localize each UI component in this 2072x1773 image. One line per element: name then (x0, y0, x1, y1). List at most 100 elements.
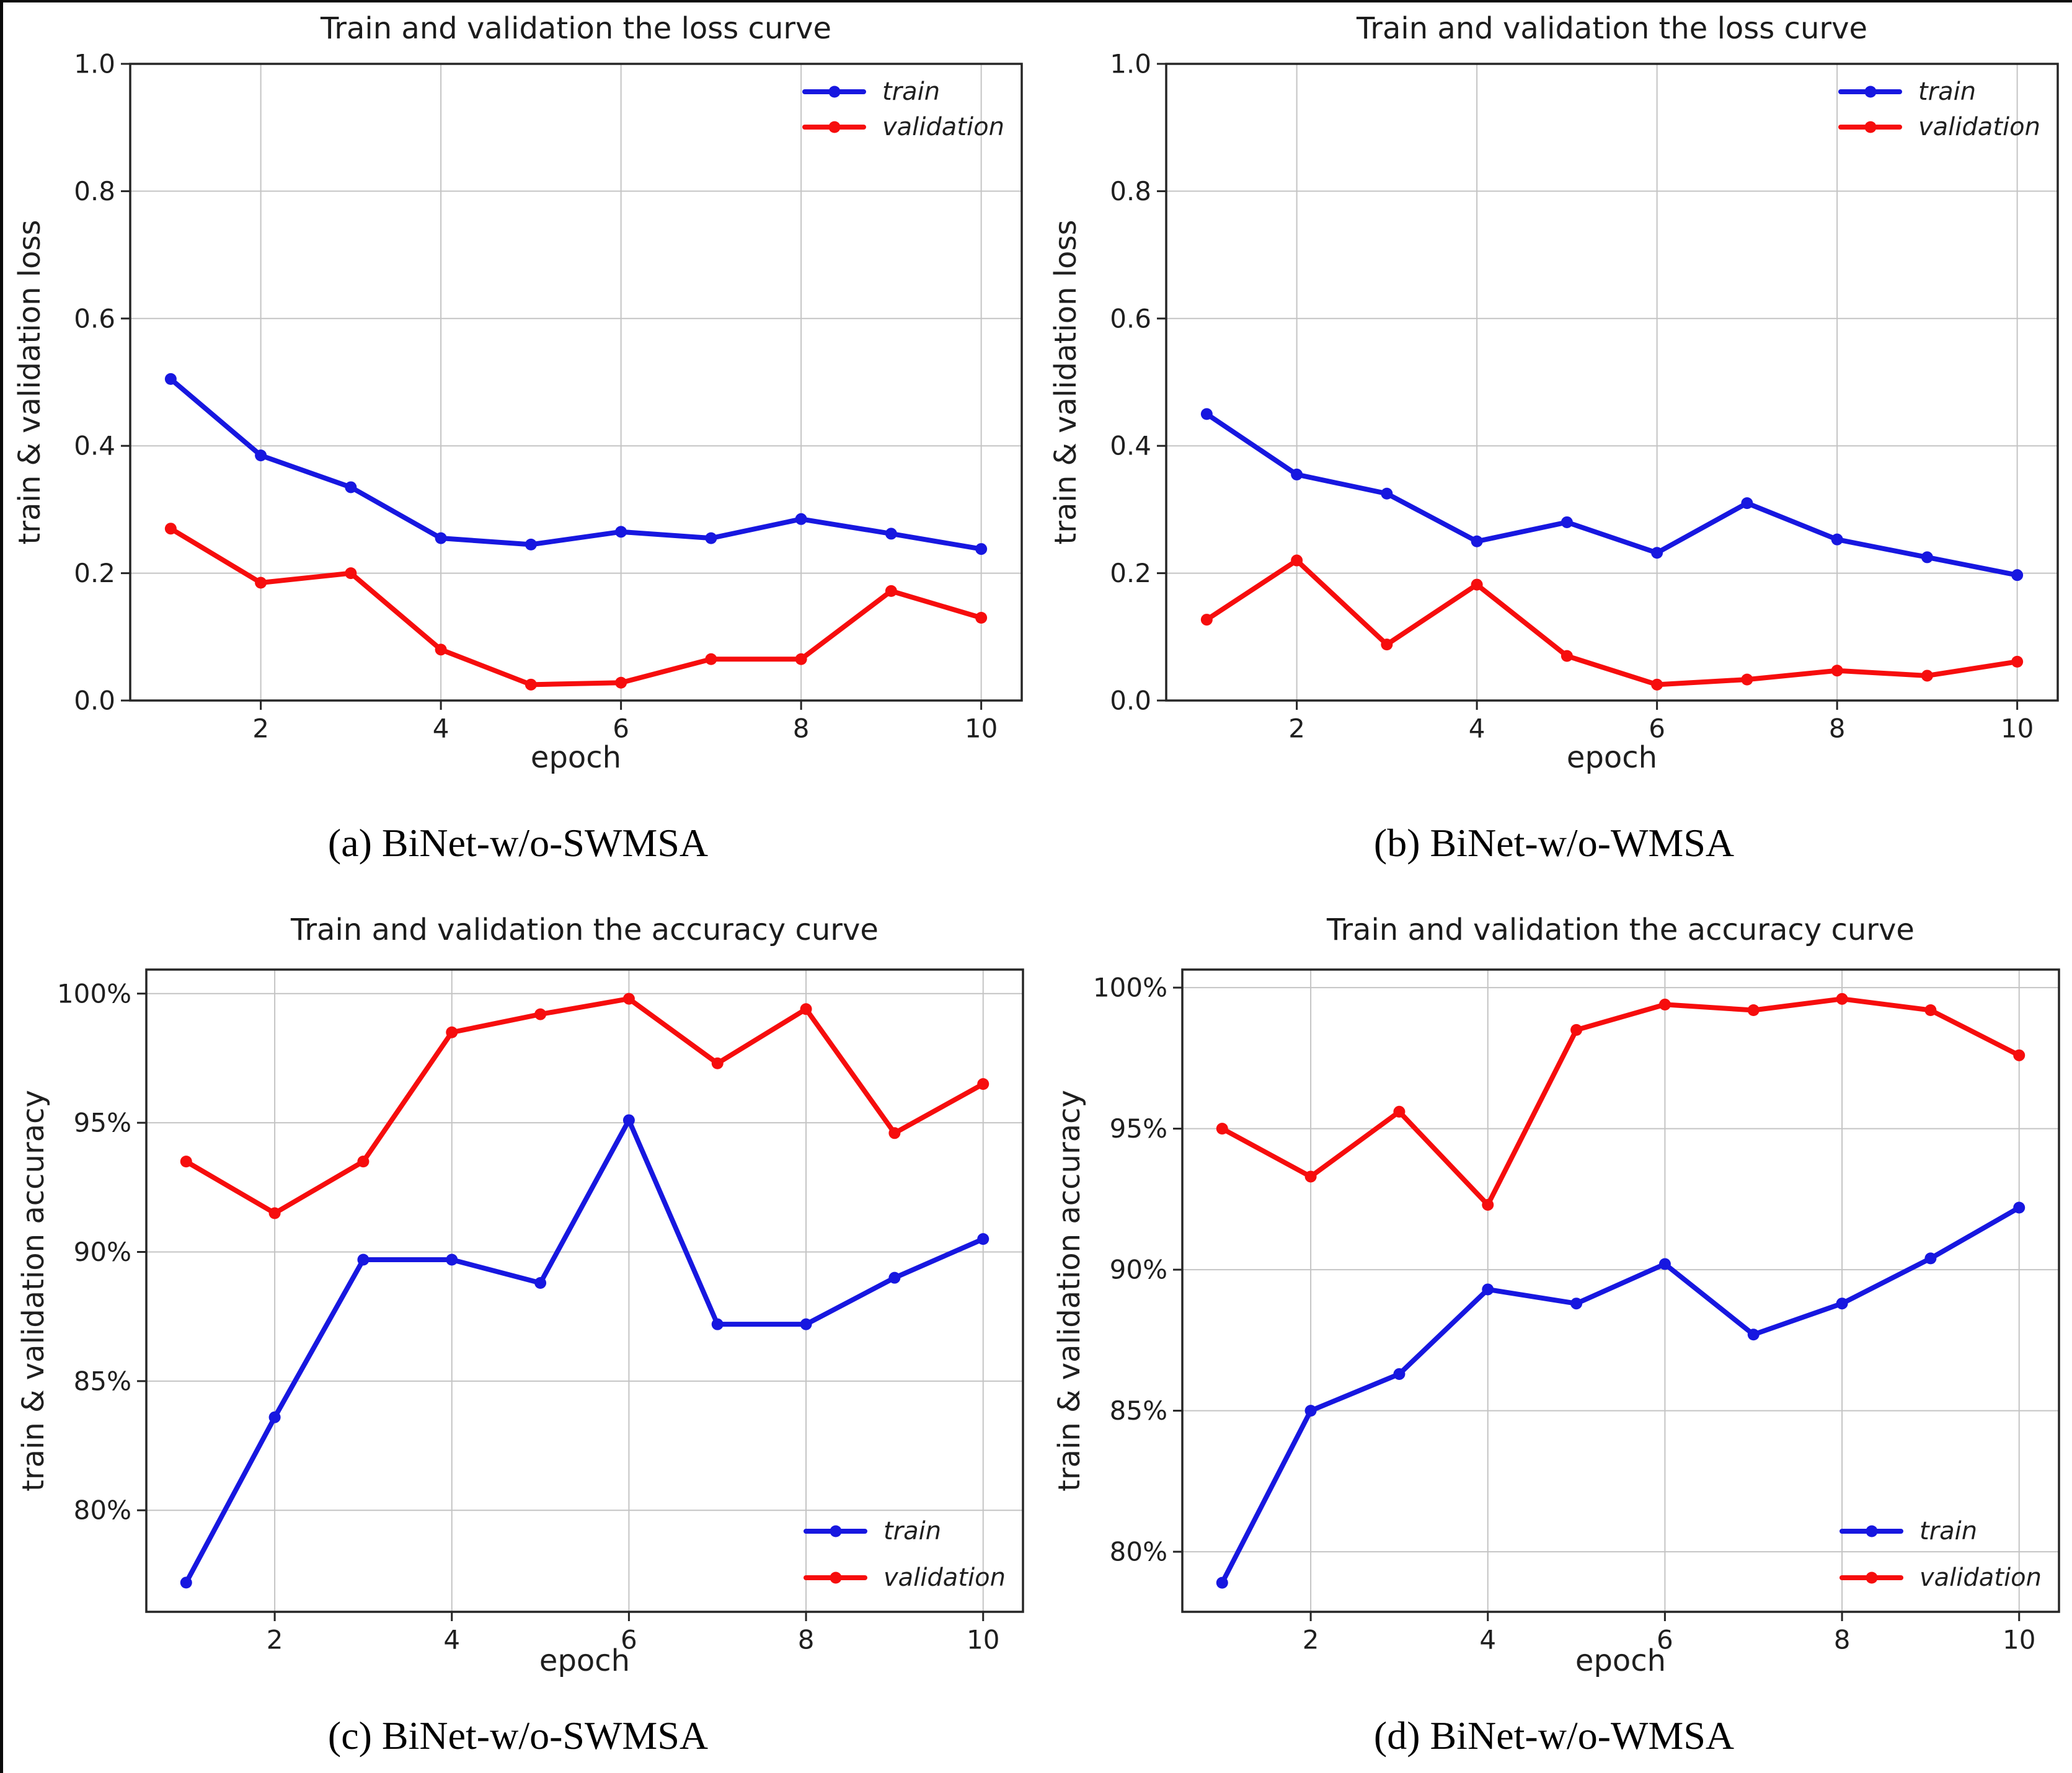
data-point-train (1924, 1252, 1937, 1265)
data-point-train (1216, 1576, 1228, 1589)
series-validation (1216, 993, 2026, 1211)
data-point-train (622, 1114, 635, 1126)
legend-marker-train (828, 86, 841, 98)
data-point-train (1482, 1283, 1494, 1296)
data-point-train (1836, 1298, 1848, 1310)
data-point-validation (180, 1156, 192, 1168)
y-tick-label: 95% (74, 1108, 131, 1138)
tick-marks (1157, 63, 2019, 710)
gridlines (1182, 970, 2059, 1612)
x-tick-label: 2 (267, 1625, 283, 1655)
panel-d: 2 4 6 8 10 80% 85% 90% 95% 100% Train and validati… (1036, 886, 2072, 1773)
y-tick-label: 100% (57, 978, 131, 1009)
data-point-train (1393, 1368, 1406, 1380)
data-point-validation (1570, 1024, 1583, 1036)
scan-edge-top (0, 0, 2072, 2)
data-point-validation (2011, 655, 2024, 668)
data-point-validation (1304, 1170, 1317, 1183)
x-tick-label: 2 (1288, 714, 1305, 744)
data-point-validation (705, 653, 717, 665)
y-tick-label: 90% (74, 1237, 131, 1267)
x-tick-label: 10 (965, 714, 998, 744)
data-point-train (1381, 487, 1393, 500)
x-tick-label: 4 (1479, 1625, 1496, 1655)
panel-d-caption: (d) BiNet-w/o-WMSA (1373, 1713, 1735, 1758)
x-tick-label: 10 (967, 1625, 999, 1655)
data-point-train (1471, 535, 1483, 547)
data-point-train (705, 532, 717, 544)
y-axis-label: train & validation accuracy (16, 1090, 51, 1492)
data-point-train (795, 513, 807, 525)
data-point-validation (1561, 650, 1573, 662)
data-point-validation (1291, 554, 1303, 567)
data-point-train (615, 526, 627, 538)
data-point-train (1658, 1258, 1671, 1270)
data-point-validation (622, 993, 635, 1005)
x-tick-label: 10 (2003, 1625, 2035, 1655)
data-point-validation (1831, 665, 1843, 677)
tick-labels: 2 4 6 8 10 80% 85% 90% 95% 100% (1093, 973, 2036, 1655)
data-point-validation (164, 523, 177, 535)
axes-frame (129, 63, 1023, 702)
legend-label-validation: validation (1919, 1563, 2042, 1592)
x-tick-label: 8 (1829, 714, 1846, 744)
legend: train validation (804, 1517, 1006, 1592)
y-tick-label: 90% (1110, 1255, 1167, 1285)
data-point-train (1831, 533, 1843, 546)
tick-marks (137, 993, 985, 1621)
x-axis-label: epoch (1575, 1643, 1666, 1678)
data-point-validation (977, 1078, 990, 1090)
legend-item-train: train (1838, 77, 1976, 106)
legend-item-validation: validation (1840, 1563, 2042, 1592)
data-point-train (446, 1253, 458, 1266)
legend-marker-validation (1866, 1572, 1878, 1584)
data-point-train (800, 1318, 812, 1330)
y-tick-label: 0.8 (1110, 176, 1151, 206)
gridlines (130, 63, 1022, 701)
y-tick-label: 1.0 (74, 49, 115, 79)
y-tick-label: 80% (1110, 1537, 1167, 1567)
panel-a: 2 4 6 8 10 0.0 0.2 0.4 0.6 0.8 1.0 Train and valida… (0, 0, 1036, 886)
gridlines (1166, 63, 2058, 701)
accuracy-chart-binet-wo-wmsa: 2 4 6 8 10 80% 85% 90% 95% 100% Train and validati… (1052, 913, 2060, 1678)
data-point-train (534, 1276, 547, 1289)
data-point-validation (1747, 1004, 1760, 1017)
y-tick-label: 0.6 (74, 303, 115, 334)
data-point-train (2013, 1201, 2026, 1214)
data-point-validation (1216, 1123, 1228, 1135)
data-point-validation (1924, 1004, 1937, 1017)
legend-label-train: train (1918, 77, 1976, 106)
data-point-validation (357, 1156, 370, 1168)
data-point-train (1921, 551, 1933, 564)
x-tick-label: 6 (613, 714, 629, 744)
data-point-validation (1200, 614, 1213, 626)
y-tick-label: 1.0 (1110, 49, 1151, 79)
series-train (164, 373, 988, 555)
legend: train validation (802, 77, 1004, 141)
data-point-train (1570, 1298, 1583, 1310)
legend: train validation (1838, 77, 2040, 141)
data-point-validation (1836, 993, 1848, 1005)
data-point-validation (885, 585, 897, 597)
y-axis-label: train & validation accuracy (1052, 1090, 1087, 1492)
x-tick-label: 8 (798, 1625, 815, 1655)
data-point-validation (255, 577, 267, 589)
x-tick-label: 6 (621, 1625, 637, 1655)
tick-marks (1173, 986, 2021, 1621)
data-point-train (180, 1576, 192, 1589)
y-tick-label: 0.6 (1110, 303, 1151, 334)
chart-title: Train and validation the accuracy curve (1326, 913, 1915, 947)
data-point-train (164, 373, 177, 385)
data-point-validation (1471, 578, 1483, 591)
data-point-validation (268, 1207, 281, 1219)
data-point-validation (1381, 639, 1393, 651)
data-point-validation (1741, 673, 1753, 686)
x-tick-label: 10 (2001, 714, 2034, 744)
y-tick-label: 0.4 (74, 431, 115, 461)
data-point-train (1561, 516, 1573, 528)
chart-title: Train and validation the loss curve (1356, 11, 1867, 46)
axes-frame (1181, 968, 2060, 1613)
loss-chart-binet-wo-wmsa: 2 4 6 8 10 0.0 0.2 0.4 0.6 0.8 1.0 Train and valida… (1048, 11, 2059, 775)
data-point-train (1741, 497, 1753, 510)
